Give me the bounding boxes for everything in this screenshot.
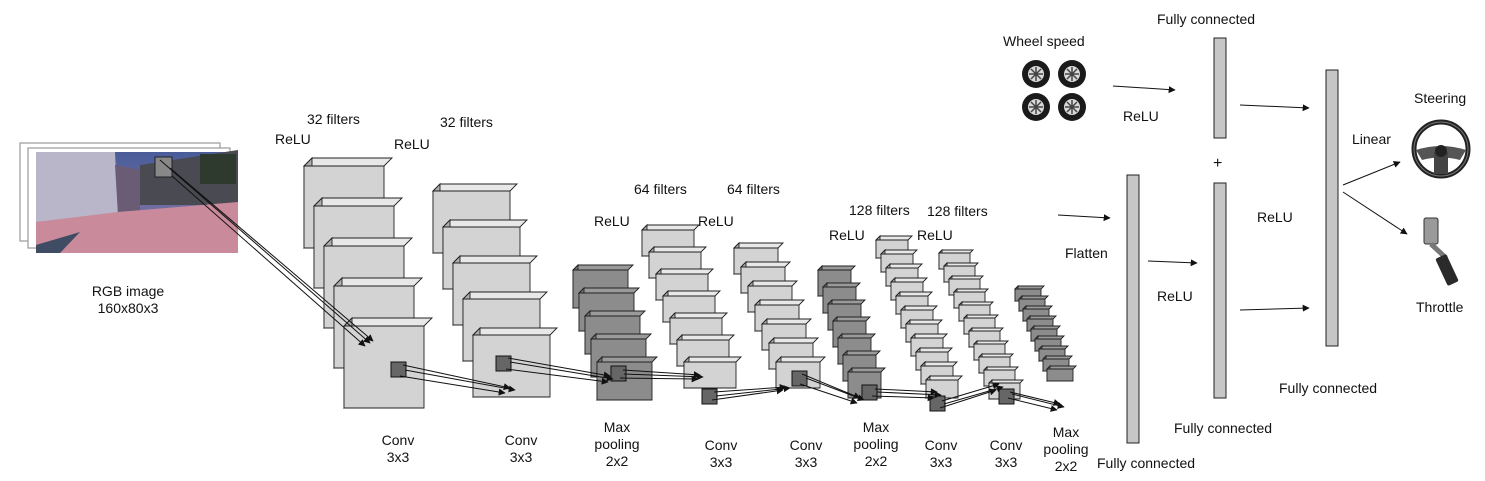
steering-wheel-icon [1411, 119, 1471, 179]
relu-label: ReLU [275, 131, 311, 147]
receptive-field-arrow [805, 377, 865, 402]
linear-label: Linear [1352, 131, 1391, 147]
relu-label: ReLU [917, 227, 953, 243]
fully-connected-label: Fully connected [1174, 420, 1273, 436]
receptive-field-arrow [939, 388, 997, 409]
relu-label: ReLU [394, 136, 430, 152]
receptive-field-arrow [622, 369, 701, 379]
receptive-field-arrow [799, 383, 858, 405]
receptive-field-arrow [1007, 397, 1058, 412]
input-dims: 160x80x3 [97, 300, 159, 316]
input-kernel [154, 156, 173, 178]
relu-label: ReLU [594, 213, 630, 229]
receptive-field-arrow [713, 383, 787, 393]
throttle-label: Throttle [1416, 299, 1464, 315]
kernel-window [390, 361, 407, 378]
receptive-field-arrow [871, 394, 935, 402]
receptive-field-arrow [509, 361, 614, 382]
feature-map-slice [874, 234, 914, 260]
receptive-field-arrow [801, 373, 861, 399]
conv5-feature-maps [874, 234, 964, 400]
receptive-field-arrow [874, 388, 938, 396]
filters-label: 64 filters [727, 181, 780, 197]
steering-label: Steering [1414, 90, 1467, 106]
kernel-window [701, 388, 718, 405]
fc-layer-wheel-speed [1213, 37, 1227, 139]
fully-connected-label: Fully connected [1097, 455, 1196, 471]
receptive-field-arrow [623, 373, 704, 381]
relu-label: ReLU [829, 227, 865, 243]
relu-label: ReLU [1123, 108, 1159, 124]
receptive-field-arrow [1009, 391, 1061, 406]
pool2-feature-maps [816, 264, 887, 400]
receptive-field-arrow [159, 159, 371, 344]
receptive-field-arrow [404, 369, 516, 393]
fc-arrows [1057, 85, 1408, 312]
kernel-window [610, 365, 627, 382]
fc-layer-1 [1126, 174, 1140, 444]
feature-map-slice [682, 355, 743, 390]
conv-label: Conv 3x3 [504, 432, 538, 465]
pool-label: Max pooling 2x2 [853, 419, 899, 469]
pool3-feature-maps [1013, 284, 1078, 383]
fc-layer-2 [1213, 182, 1227, 399]
flatten-label: Flatten [1065, 245, 1108, 261]
feature-map-slice [1045, 364, 1078, 383]
filters-label: 32 filters [307, 111, 360, 127]
relu-label: ReLU [1157, 288, 1193, 304]
filters-label: 128 filters [927, 203, 988, 219]
receptive-field-arrow [505, 368, 609, 385]
feature-map-slice [342, 316, 434, 410]
input-image-stack [19, 142, 238, 253]
throttle-pedal-icon [1423, 217, 1459, 286]
receptive-field-arrow [171, 175, 366, 347]
conv-label: Conv 3x3 [704, 437, 738, 470]
conv3-feature-maps [640, 223, 743, 390]
receptive-field-arrow [941, 382, 1000, 402]
filters-label: 128 filters [849, 202, 910, 218]
conv6-feature-maps [937, 248, 1025, 401]
pool-label: Max pooling 2x2 [1043, 424, 1089, 474]
feature-map-slice [919, 360, 959, 386]
kernel-window [495, 355, 512, 372]
conv-label: Conv 3x3 [789, 437, 823, 470]
tire-icon [1058, 93, 1086, 121]
tire-icon [1058, 60, 1086, 88]
conv4-feature-maps [732, 241, 827, 390]
receptive-field-arrow [711, 387, 784, 401]
pool-label: Max pooling 2x2 [594, 419, 640, 469]
receptive-field-arrow [169, 167, 374, 342]
receptive-field-arrow [507, 357, 611, 379]
receptive-field-arrow [1011, 393, 1065, 409]
relu-label: ReLU [698, 213, 734, 229]
plus-sign: + [1213, 155, 1223, 172]
kernel-window [998, 388, 1015, 405]
filters-label: 32 filters [440, 114, 493, 130]
receptive-field-arrow [619, 375, 699, 383]
tire-icon [1022, 60, 1050, 88]
conv-label: Conv 3x3 [381, 432, 415, 465]
rgb-image [36, 150, 238, 253]
receptive-field-arrow [402, 364, 511, 391]
kernel-window [861, 384, 878, 401]
conv2-feature-maps [431, 182, 559, 399]
receptive-field-arrow [399, 375, 506, 396]
fully-connected-label: Fully connected [1157, 11, 1256, 27]
relu-label: ReLU [1257, 209, 1293, 225]
fc-layer-3 [1325, 69, 1339, 347]
fully-connected-label: Fully connected [1279, 380, 1378, 396]
filters-label: 64 filters [634, 181, 687, 197]
tire-icon [1022, 93, 1050, 121]
conv-label: Conv 3x3 [989, 437, 1023, 470]
input-title: RGB image [91, 283, 165, 299]
wheel-speed-icon-group [1022, 60, 1086, 121]
conv1-feature-maps [302, 156, 434, 410]
wheel-speed-label: Wheel speed [1003, 33, 1085, 49]
conv-label: Conv 3x3 [924, 437, 958, 470]
kernel-window [791, 370, 808, 387]
